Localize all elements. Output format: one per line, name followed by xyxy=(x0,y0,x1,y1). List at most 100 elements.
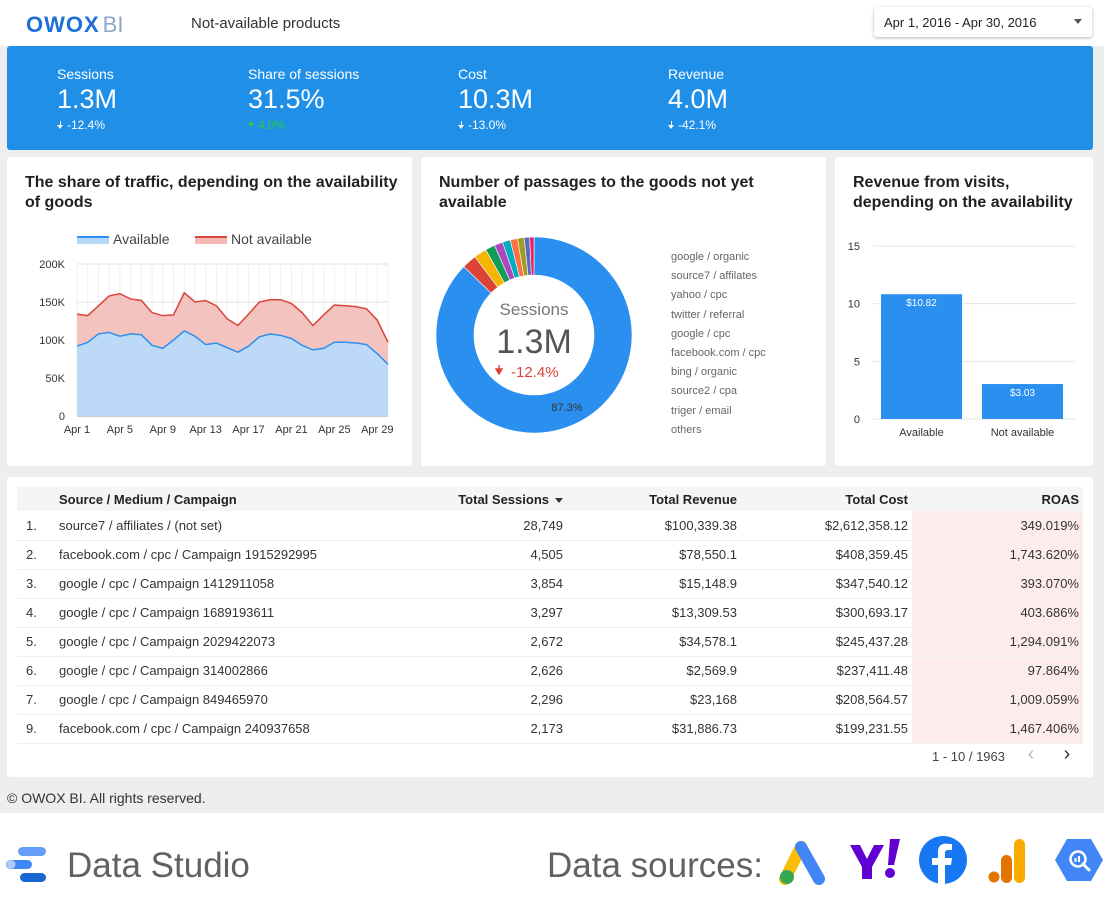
donut-slice-label: 87.3% xyxy=(551,402,582,414)
sort-desc-icon xyxy=(555,497,563,503)
card-title-line: available xyxy=(439,194,507,211)
column-header-roas[interactable]: ROAS xyxy=(912,487,1083,511)
kpi-label: Revenue xyxy=(668,66,725,82)
column-header-cost[interactable]: Total Cost xyxy=(741,487,912,511)
cell-roas: 1,294.091% xyxy=(912,627,1083,657)
card-title-line: Revenue from visits, xyxy=(853,174,1010,191)
cell-source: google / cpc / Campaign 1689193611 xyxy=(55,598,425,628)
data-studio-icon xyxy=(6,847,46,882)
table-row[interactable]: 3. google / cpc / Campaign 1412911058 3,85… xyxy=(17,569,1083,599)
legend-item[interactable]: yahoo / cpc xyxy=(671,289,728,302)
table-row[interactable]: 9. facebook.com / cpc / Campaign 24093765… xyxy=(17,714,1083,744)
owox-logo: OWOX BI xyxy=(26,12,123,38)
passages-card: Number of passages to the goods not yet … xyxy=(421,157,826,466)
legend-item[interactable]: source2 / cpa xyxy=(671,385,738,398)
date-range-value: Apr 1, 2016 - Apr 30, 2016 xyxy=(884,15,1037,30)
kpi-value: 4.0M xyxy=(668,84,729,114)
x-tick-label: Apr 13 xyxy=(189,424,221,436)
y-tick-label: 50K xyxy=(45,373,65,385)
cell-source: google / cpc / Campaign 314002866 xyxy=(55,656,425,686)
cell-source: google / cpc / Campaign 1412911058 xyxy=(55,569,425,599)
kpi-delta: -13.0% xyxy=(458,118,533,132)
legend-item[interactable]: triger / email xyxy=(671,404,732,417)
legend-item[interactable]: google / organic xyxy=(671,251,750,263)
cell-revenue: $100,339.38 xyxy=(567,511,741,541)
kpi-cost: Cost 10.3M -13.0% xyxy=(458,66,533,132)
google-analytics-icon xyxy=(988,839,1025,883)
bar-data-label: $3.03 xyxy=(1010,388,1035,399)
cell-roas: 1,009.059% xyxy=(912,685,1083,715)
date-range-picker[interactable]: Apr 1, 2016 - Apr 30, 2016 xyxy=(874,7,1092,37)
column-header-label: Total Sessions xyxy=(458,491,549,507)
cell-source: facebook.com / cpc / Campaign 240937658 xyxy=(55,714,425,744)
cell-cost: $408,359.45 xyxy=(741,540,912,570)
legend-swatch xyxy=(195,236,227,245)
card-title-line: The share of traffic, depending on the a… xyxy=(25,174,398,191)
google-ads-icon xyxy=(779,841,825,885)
donut-chart: Sessions 1.3M -12.4% 87.3% xyxy=(435,236,633,434)
report-title: Not-available products xyxy=(191,15,341,32)
line-not-available xyxy=(76,291,389,343)
campaign-table-card: Source / Medium / Campaign Total Session… xyxy=(7,477,1093,777)
kpi-label: Share of sessions xyxy=(248,66,360,82)
table-row[interactable]: 2. facebook.com / cpc / Campaign 19152929… xyxy=(17,540,1083,570)
prev-page-button[interactable]: ‹ xyxy=(1027,743,1035,765)
cell-source: google / cpc / Campaign 2029422073 xyxy=(55,627,425,657)
cell-sessions: 3,297 xyxy=(425,598,567,628)
table-row[interactable]: 6. google / cpc / Campaign 314002866 2,626… xyxy=(17,656,1083,686)
cell-revenue: $2,569.9 xyxy=(567,656,741,686)
y-tick-label: 5 xyxy=(854,356,860,368)
donut-slice[interactable] xyxy=(435,236,633,434)
row-index: 2. xyxy=(17,540,55,570)
x-tick-label: Apr 17 xyxy=(232,424,264,436)
arrow-up-icon xyxy=(248,121,255,129)
revenue-availability-card: Revenue from visits, depending on the av… xyxy=(835,157,1093,466)
cell-roas: 393.070% xyxy=(912,569,1083,599)
y-tick-label: 150K xyxy=(39,297,65,309)
column-header-revenue[interactable]: Total Revenue xyxy=(567,487,741,511)
kpi-delta-value: 4.0% xyxy=(258,118,286,132)
legend-item[interactable]: twitter / referral xyxy=(671,308,745,321)
legend-item-available[interactable]: Available xyxy=(77,231,170,247)
bar[interactable] xyxy=(982,384,1063,419)
y-tick-label: 15 xyxy=(848,241,860,253)
arrow-down-icon xyxy=(494,365,504,376)
y-tick-label: 0 xyxy=(59,411,65,423)
x-tick-label: Apr 21 xyxy=(275,424,307,436)
cell-roas: 1,467.406% xyxy=(912,714,1083,744)
next-page-button[interactable]: › xyxy=(1063,743,1071,765)
legend-item[interactable]: source7 / affilates xyxy=(671,270,758,283)
cell-sessions: 4,505 xyxy=(425,540,567,570)
kpi-value: 10.3M xyxy=(458,84,534,114)
card-title: Number of passages to the goods not yet … xyxy=(439,173,754,213)
dropdown-caret-icon xyxy=(1074,19,1082,24)
card-title: Revenue from visits, depending on the av… xyxy=(853,173,1073,213)
cell-revenue: $31,886.73 xyxy=(567,714,741,744)
legend-item[interactable]: others xyxy=(671,423,702,436)
legend-label: Not available xyxy=(231,231,312,247)
x-tick-label: Apr 25 xyxy=(318,424,350,436)
legend-item[interactable]: facebook.com / cpc xyxy=(671,346,766,359)
kpi-delta-value: -13.0% xyxy=(468,118,507,132)
table-row[interactable]: 1. source7 / affiliates / (not set) 28,749… xyxy=(17,511,1083,541)
card-title: The share of traffic, depending on the a… xyxy=(25,173,398,213)
cell-sessions: 2,626 xyxy=(425,656,567,686)
cell-source: source7 / affiliates / (not set) xyxy=(55,511,425,541)
table-row[interactable]: 4. google / cpc / Campaign 1689193611 3,29… xyxy=(17,598,1083,628)
arrow-down-icon xyxy=(458,121,465,129)
donut-center-label: Sessions xyxy=(500,300,569,319)
legend-item[interactable]: bing / organic xyxy=(671,366,738,379)
table-row[interactable]: 7. google / cpc / Campaign 849465970 2,296… xyxy=(17,685,1083,715)
pagination-label: 1 - 10 / 1963 xyxy=(932,749,1005,764)
legend-item[interactable]: google / cpc xyxy=(671,327,731,340)
table-row[interactable]: 5. google / cpc / Campaign 2029422073 2,67… xyxy=(17,627,1083,657)
donut-slice[interactable] xyxy=(529,236,535,276)
kpi-scorecards: Sessions 1.3M -12.4% Share of sessions 3… xyxy=(7,46,1093,150)
column-header-sessions[interactable]: Total Sessions xyxy=(425,487,567,511)
legend-item-not-available[interactable]: Not available xyxy=(195,231,312,247)
line-available xyxy=(76,329,389,365)
cell-cost: $208,564.57 xyxy=(741,685,912,715)
bar[interactable] xyxy=(881,294,962,419)
column-header-source[interactable]: Source / Medium / Campaign xyxy=(55,487,425,511)
cell-cost: $237,411.48 xyxy=(741,656,912,686)
